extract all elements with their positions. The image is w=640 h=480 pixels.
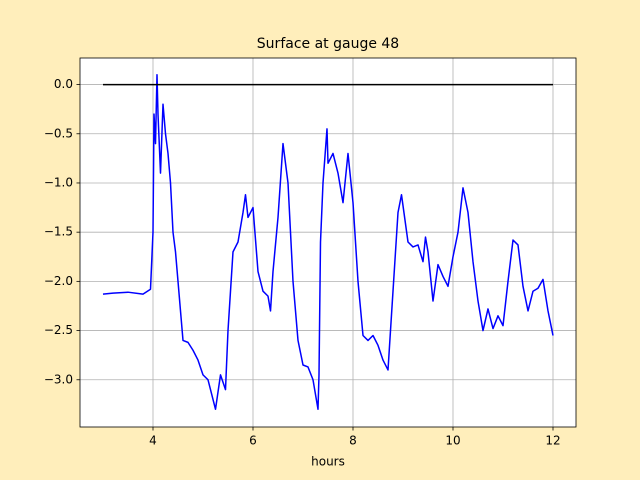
plot-background [80,58,576,427]
x-tick-label: 12 [545,434,560,448]
y-tick-label: −2.0 [44,274,73,288]
y-tick-label: −3.0 [44,372,73,386]
plot-frame [79,57,577,428]
x-axis-label: hours [311,455,345,469]
x-tick-label: 4 [149,434,157,448]
y-tick-label: −2.5 [44,323,73,337]
y-tick-label: −1.0 [44,175,73,189]
y-tick-label: −0.5 [44,126,73,140]
x-tick-label: 8 [349,434,357,448]
series-line [102,73,554,411]
y-tick-label: −1.5 [44,225,73,239]
x-tick-label: 6 [249,434,257,448]
x-tick-label: 10 [445,434,460,448]
y-tick-label: 0.0 [54,77,73,91]
chart-title: Surface at gauge 48 [257,36,399,52]
